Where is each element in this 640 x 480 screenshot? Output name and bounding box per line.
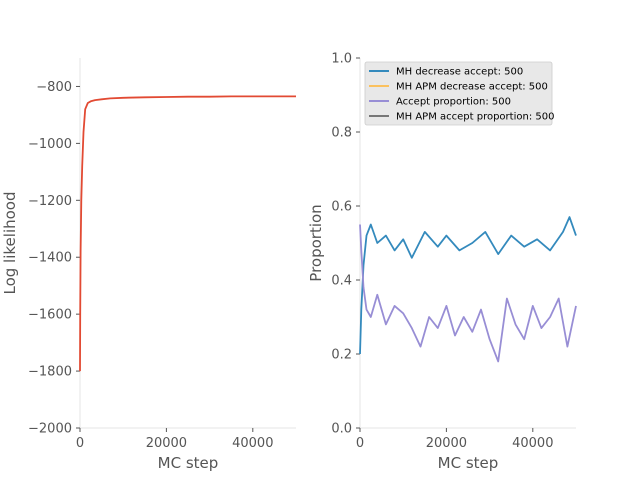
right-x-tick-label: 0 — [356, 436, 364, 451]
left-y-tick-label: −1800 — [28, 365, 72, 380]
left-y-tick-label: −2000 — [28, 422, 72, 437]
right-y-tick-label: 0.6 — [331, 200, 352, 215]
right-y-axis-label: Proportion — [307, 204, 325, 281]
proportion-panel: 0.0 0.2 0.4 0.6 0.8 1.0 0 20000 40000 MC step P… — [307, 52, 577, 472]
left-y-tick-label: −1400 — [28, 251, 72, 266]
left-x-ticks: 0 20000 40000 — [76, 428, 273, 451]
right-y-tick-label: 0.2 — [331, 348, 352, 363]
legend-label-2: Accept proportion: 500 — [396, 97, 511, 108]
legend-label-0: MH decrease accept: 500 — [396, 67, 523, 78]
right-x-tick-label: 20000 — [426, 436, 467, 451]
legend-label-1: MH APM decrease accept: 500 — [396, 82, 548, 93]
right-series-line-0 — [359, 216, 577, 355]
legend-items: MH decrease accept: 500 MH APM decrease a… — [369, 67, 554, 123]
legend-label-3: MH APM accept proportion: 500 — [396, 112, 554, 123]
left-y-tick-label: −1600 — [28, 308, 72, 323]
right-series-line-2 — [359, 224, 577, 363]
right-x-axis-label: MC step — [438, 454, 499, 472]
left-x-tick-label: 0 — [76, 436, 84, 451]
right-x-tick-label: 40000 — [512, 436, 553, 451]
left-y-tick-label: −1000 — [28, 137, 72, 152]
log-likelihood-panel: −2000 −1800 −1600 −1400 −1200 −1000 −800 0 2000… — [1, 58, 296, 472]
left-y-ticks: −2000 −1800 −1600 −1400 −1200 −1000 −800 — [28, 80, 80, 437]
left-y-axis-label: Log likelihood — [1, 192, 19, 295]
right-y-tick-label: 0.8 — [331, 126, 352, 141]
legend: MH decrease accept: 500 MH APM decrease a… — [364, 61, 554, 126]
right-y-tick-label: 0.0 — [331, 422, 352, 437]
left-series-line-0 — [79, 95, 296, 372]
right-y-ticks: 0.0 0.2 0.4 0.6 0.8 1.0 — [331, 52, 360, 437]
left-x-tick-label: 40000 — [232, 436, 273, 451]
left-y-tick-label: −800 — [36, 80, 72, 95]
right-y-tick-label: 1.0 — [331, 52, 352, 67]
legend-box — [364, 61, 553, 126]
right-x-ticks: 0 20000 40000 — [356, 428, 553, 451]
left-x-tick-label: 20000 — [146, 436, 187, 451]
left-series-group — [79, 95, 296, 372]
left-x-axis-label: MC step — [158, 454, 219, 472]
right-series-group — [359, 216, 577, 363]
left-y-tick-label: −1200 — [28, 194, 72, 209]
right-y-tick-label: 0.4 — [331, 274, 352, 289]
